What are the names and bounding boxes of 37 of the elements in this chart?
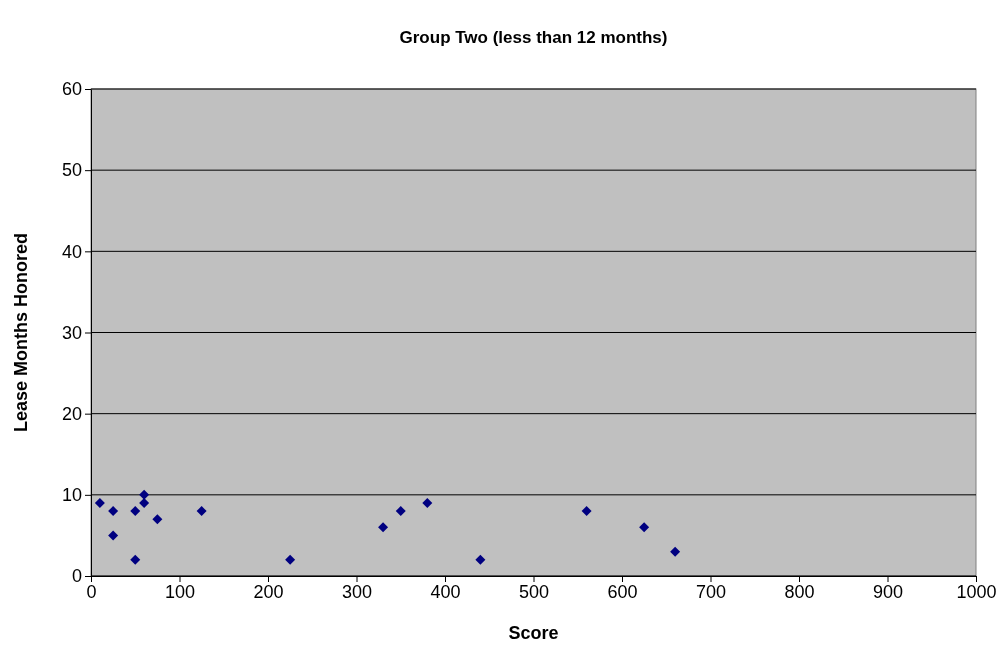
x-tick-label: 500 [518, 581, 550, 602]
y-tick-label: 50 [61, 160, 82, 181]
point [94, 497, 105, 508]
y-tick-label: 30 [61, 322, 82, 343]
y-tick-label: 0 [71, 566, 82, 587]
x-tick-label: 200 [253, 581, 284, 602]
point [130, 554, 141, 565]
point [152, 514, 163, 525]
point [378, 522, 389, 533]
x-tick-label: 400 [430, 581, 461, 602]
point [108, 530, 119, 541]
point [670, 546, 681, 557]
x-tick-label: 1000 [956, 581, 997, 602]
x-tick-label: 600 [607, 581, 638, 602]
point [108, 506, 119, 517]
point [475, 554, 486, 565]
x-tick-label: 900 [872, 581, 904, 602]
point [395, 506, 406, 517]
x-axis-title: Score [508, 623, 559, 643]
y-axis-title: Lease Months Honored [11, 232, 31, 433]
chart-title: Group Two (less than 12 months) [399, 28, 668, 47]
y-tick-label: 20 [61, 403, 82, 424]
point [285, 554, 296, 565]
point [581, 506, 592, 517]
point [139, 489, 150, 500]
point [422, 497, 433, 508]
x-tick-label: 300 [341, 581, 373, 602]
y-tick-label: 10 [61, 485, 82, 506]
point [639, 522, 650, 533]
x-tick-label: 0 [86, 581, 97, 602]
y-tick-label: 40 [61, 241, 82, 262]
point [130, 506, 141, 517]
point [196, 506, 207, 517]
x-tick-label: 100 [164, 581, 196, 602]
y-tick-label: 60 [61, 79, 82, 100]
x-tick-label: 700 [695, 581, 727, 602]
x-tick-label: 800 [784, 581, 815, 602]
